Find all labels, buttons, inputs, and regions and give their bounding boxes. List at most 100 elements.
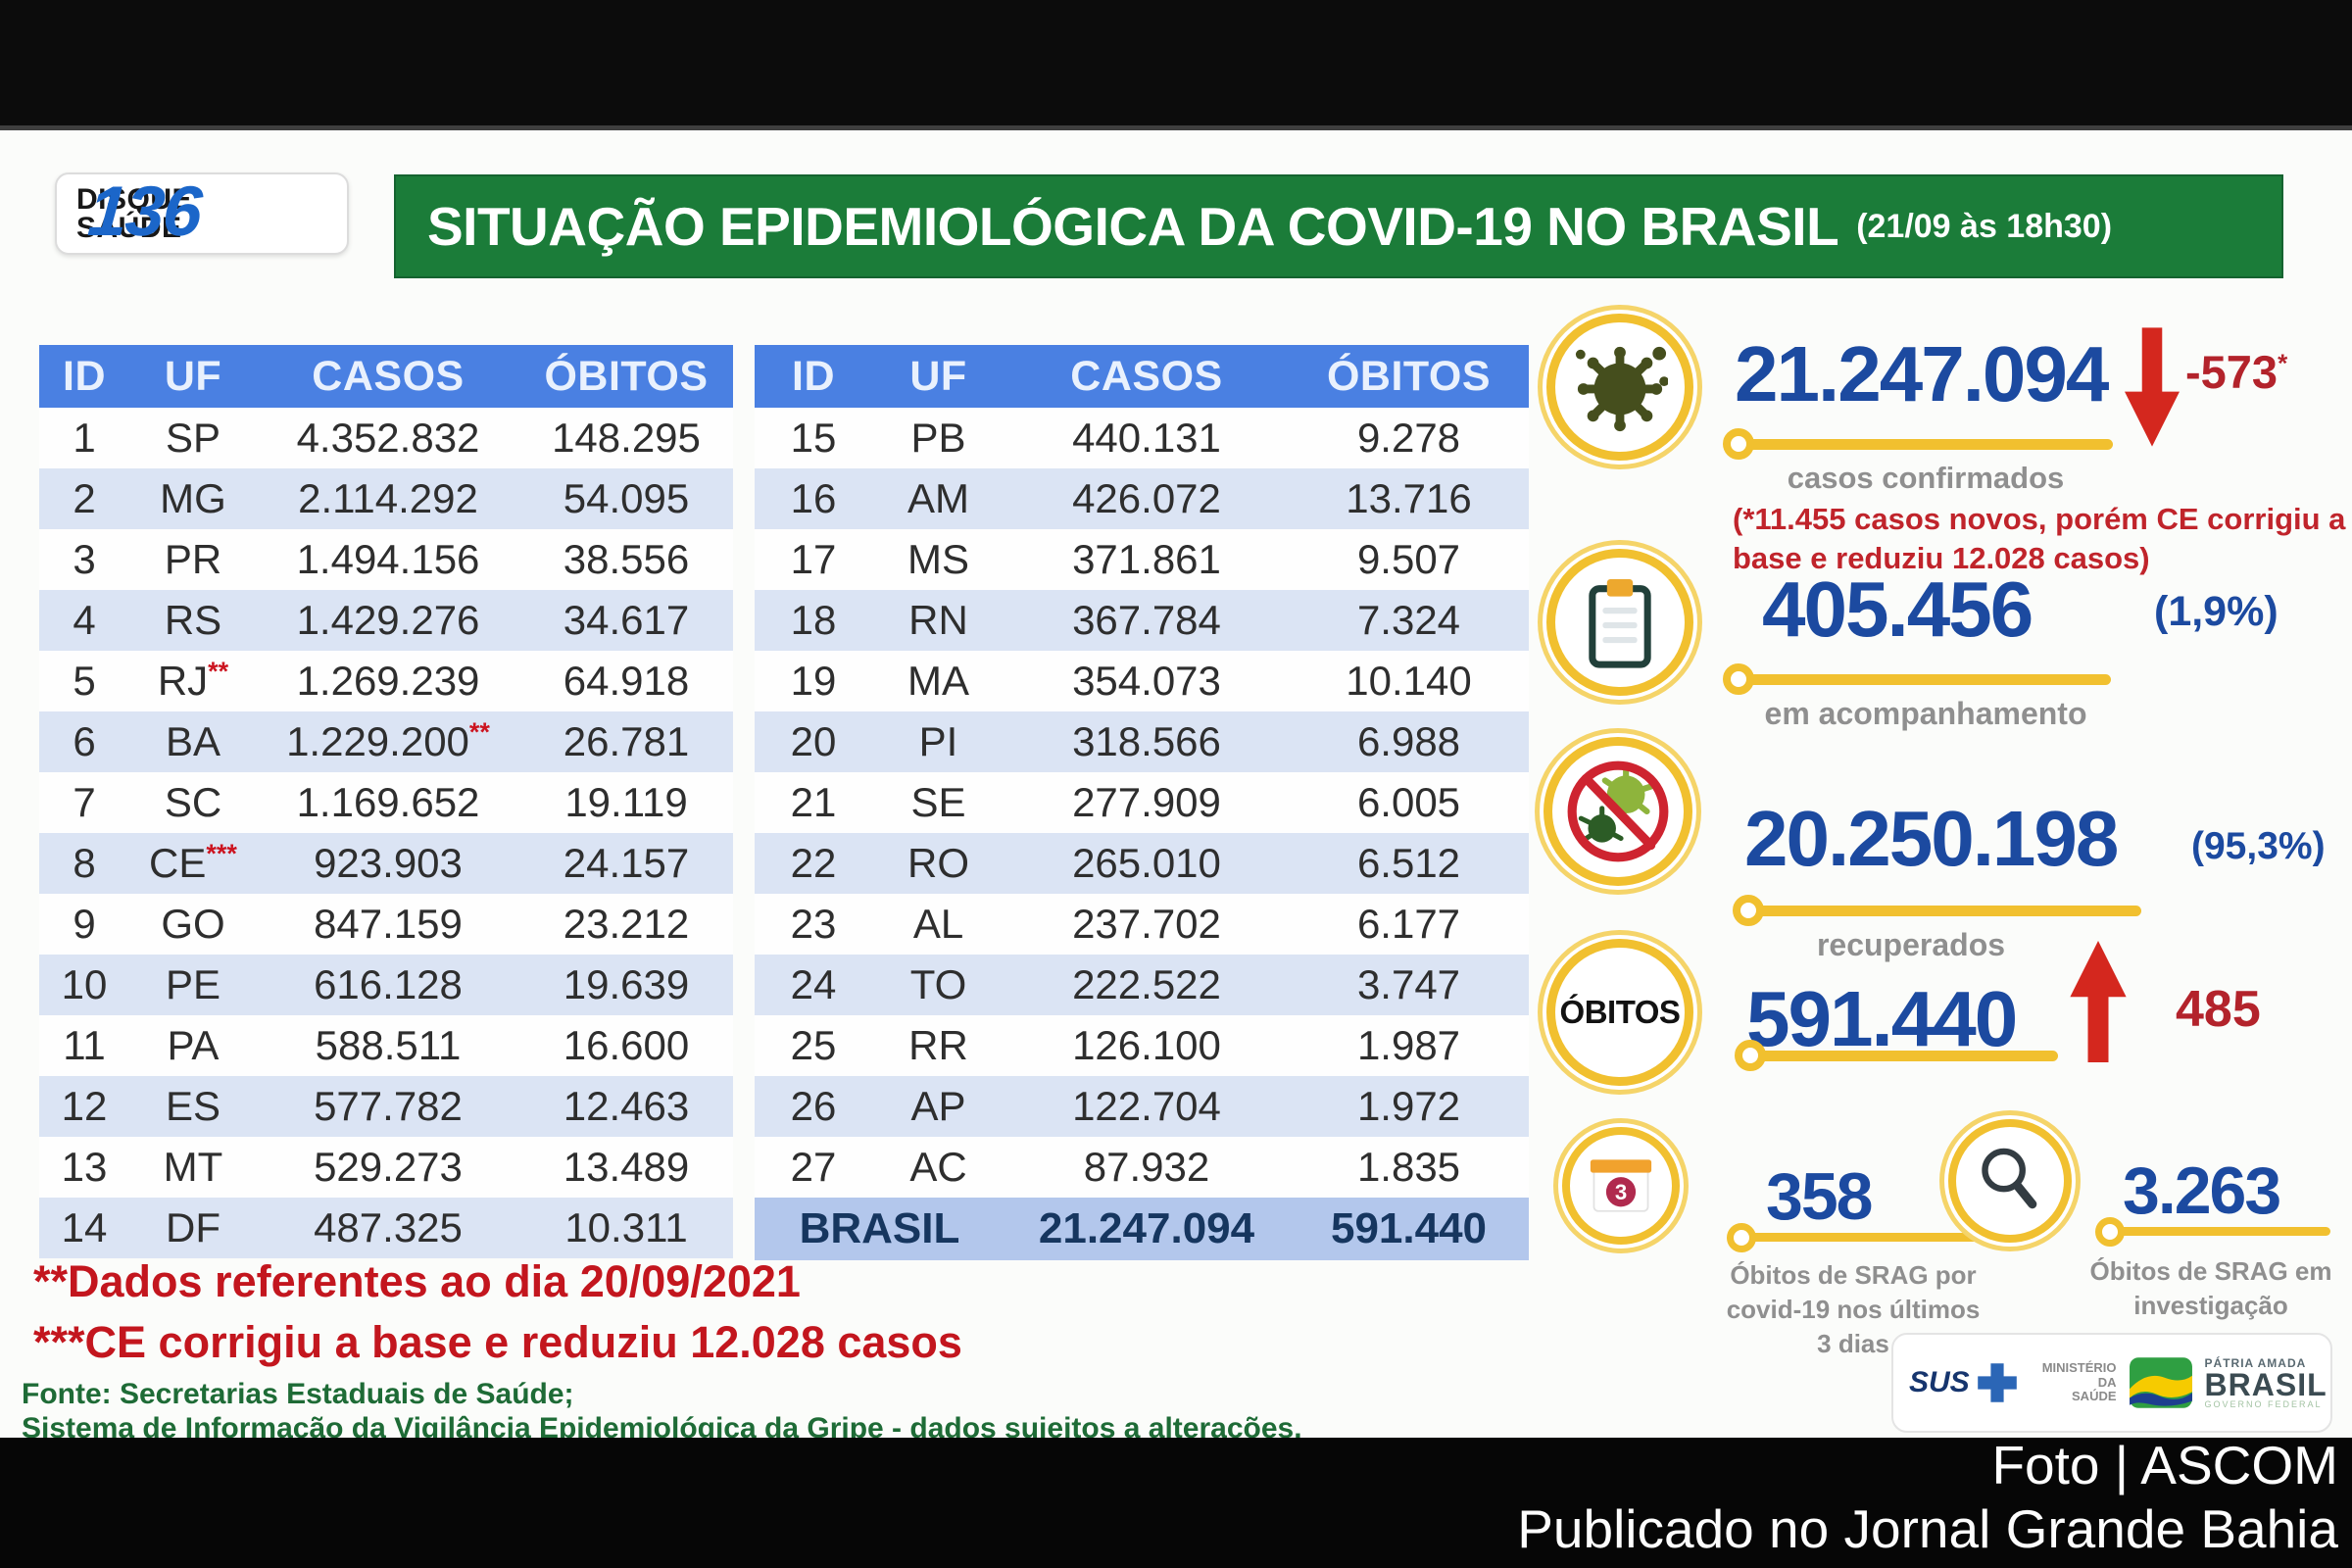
- table-row: 11 PA 588.511 16.600: [39, 1015, 733, 1076]
- clipboard-icon: [1577, 574, 1663, 670]
- table-row: 19 MA 354.073 10.140: [755, 651, 1529, 711]
- col-uf: UF: [129, 345, 257, 408]
- table-header-row: ID UF CASOS ÓBITOS: [39, 345, 733, 408]
- col-casos: CASOS: [1004, 345, 1289, 408]
- cell-obitos: 1.972: [1289, 1076, 1529, 1137]
- cell-uf: MA: [907, 658, 969, 704]
- cell-obitos: 1.835: [1356, 1144, 1461, 1190]
- cell-casos: 277.909: [1072, 779, 1221, 825]
- cases-table-left: ID UF CASOS ÓBITOS 1 SP 4.352.832 148.295 2 M…: [39, 345, 733, 1258]
- cell-id: 15: [790, 415, 837, 461]
- cell-id: 26: [755, 1076, 872, 1137]
- col-obitos: ÓBITOS: [519, 345, 733, 408]
- badge-line1: DISQUE: [76, 182, 193, 216]
- patria-amada-brasil-logo: PÁTRIA AMADA BRASIL GOVERNO FEDERAL: [2204, 1355, 2328, 1409]
- cell-casos: 371.861: [1072, 536, 1221, 582]
- cell-casos: 318.566: [1004, 711, 1289, 772]
- title-timestamp: (21/09 às 18h30): [1856, 207, 2113, 245]
- cell-obitos: 19.639: [519, 955, 733, 1015]
- table-row: 13 MT 529.273 13.489: [39, 1137, 733, 1198]
- bottom-letterbox-bar: [0, 1438, 2352, 1568]
- cell-uf: RR: [908, 1022, 968, 1068]
- cell-id: 4: [39, 590, 129, 651]
- cell-id: 12: [39, 1076, 129, 1137]
- cell-id: 6: [39, 711, 129, 772]
- cell-uf: PA: [167, 1022, 220, 1068]
- table-row: 22 RO 265.010 6.512: [755, 833, 1529, 894]
- cell-uf: AP: [872, 1076, 1004, 1137]
- magnifier-icon: [1970, 1141, 2050, 1221]
- cell-id: 19: [790, 658, 837, 704]
- cell-id: 22: [755, 833, 872, 894]
- cell-obitos: 7.324: [1289, 590, 1529, 651]
- cell-id: 9: [73, 901, 96, 947]
- table-row: 8 CE*** 923.903 24.157: [39, 833, 733, 894]
- badge-number: 136: [85, 172, 203, 251]
- disque-saude-label: DISQUE SAÚDE: [76, 182, 193, 243]
- cell-id: 7: [73, 779, 96, 825]
- table-row: 5 RJ** 1.269.239 64.918: [39, 651, 733, 711]
- table-row: 12 ES 577.782 12.463: [39, 1076, 733, 1137]
- cell-uf: ES: [129, 1076, 257, 1137]
- publication-caption: Publicado no Jornal Grande Bahia: [1517, 1498, 2338, 1559]
- table-row: 10 PE 616.128 19.639: [39, 955, 733, 1015]
- cell-casos: 1.169.652: [296, 779, 480, 825]
- cell-obitos: 6.177: [1356, 901, 1461, 947]
- cell-obitos: 26.781: [519, 711, 733, 772]
- calendar-icon: 3: [1582, 1147, 1660, 1225]
- cell-casos: 923.903: [257, 833, 519, 894]
- cell-casos: 237.702: [1072, 901, 1221, 947]
- cell-uf: RJ**: [157, 657, 229, 704]
- col-id: ID: [39, 345, 129, 408]
- cell-casos: 222.522: [1004, 955, 1289, 1015]
- confirmed-note-line1: (*11.455 casos novos, porém CE corrigiu …: [1733, 502, 2346, 536]
- cell-casos: 2.114.292: [257, 468, 519, 529]
- cell-uf: PR: [164, 536, 222, 582]
- cell-uf: PE: [129, 955, 257, 1015]
- srag-investigation-underline: [2095, 1217, 2330, 1247]
- deaths-delta: 485: [2176, 981, 2261, 1038]
- srag-recent-underline: [1727, 1223, 1982, 1252]
- table-row: 17 MS 371.861 9.507: [755, 529, 1529, 590]
- srag-investigation-caption: Óbitos de SRAG em investigação: [2089, 1256, 2332, 1321]
- srag-recent-value: 358: [1766, 1159, 1873, 1234]
- table-row: 6 BA 1.229.200** 26.781: [39, 711, 733, 772]
- cell-uf: SC: [164, 779, 222, 825]
- cell-casos: 126.100: [1072, 1022, 1221, 1068]
- cell-uf: CE***: [129, 833, 257, 894]
- table-row: 18 RN 367.784 7.324: [755, 590, 1529, 651]
- cell-uf: RS: [129, 590, 257, 651]
- cell-id: 25: [790, 1022, 837, 1068]
- cell-obitos: 1.987: [1356, 1022, 1461, 1068]
- confirmed-delta: -573*: [2185, 346, 2288, 398]
- government-logos-card: SUS MINISTÉRIO DA SAÚDE PÁTRIA AMADA BRAS…: [1891, 1333, 2332, 1433]
- cell-obitos: 9.507: [1356, 536, 1461, 582]
- no-virus-icon: [1563, 757, 1673, 866]
- obitos-badge: ÓBITOS: [1546, 939, 1693, 1086]
- cell-casos: 426.072: [1004, 468, 1289, 529]
- cell-casos: 847.159: [314, 901, 463, 947]
- cell-casos: 529.273: [314, 1144, 463, 1190]
- footnote-double-asterisk: **Dados referentes ao dia 20/09/2021: [33, 1256, 801, 1306]
- cases-table-right: ID UF CASOS ÓBITOS 15 PB 440.131 9.278 16 AM 4…: [755, 345, 1529, 1260]
- cell-obitos: 54.095: [519, 468, 733, 529]
- cell-id: 8: [39, 833, 129, 894]
- cell-obitos: 23.212: [563, 901, 690, 947]
- cell-obitos: 64.918: [563, 658, 690, 704]
- recovered-percent: (95,3%): [2191, 825, 2326, 867]
- col-id: ID: [755, 345, 872, 408]
- cell-id: 11: [63, 1022, 106, 1068]
- obitos-badge-label: ÓBITOS: [1559, 994, 1681, 1030]
- table-row: 4 RS 1.429.276 34.617: [39, 590, 733, 651]
- cell-obitos: 6.988: [1289, 711, 1529, 772]
- table-row: 16 AM 426.072 13.716: [755, 468, 1529, 529]
- cell-uf: TO: [872, 955, 1004, 1015]
- cell-uf: GO: [161, 901, 225, 947]
- cell-obitos: 148.295: [552, 415, 701, 461]
- table-row: 23 AL 237.702 6.177: [755, 894, 1529, 955]
- cell-id: 10: [39, 955, 129, 1015]
- ministry-logo-text: MINISTÉRIO DA SAÚDE: [2041, 1359, 2117, 1404]
- cell-casos: 1.229.200**: [257, 711, 519, 772]
- footnote-triple-asterisk: ***CE corrigiu a base e reduziu 12.028 c…: [33, 1317, 962, 1367]
- disque-saude-badge: DISQUE SAÚDE 136: [55, 172, 349, 255]
